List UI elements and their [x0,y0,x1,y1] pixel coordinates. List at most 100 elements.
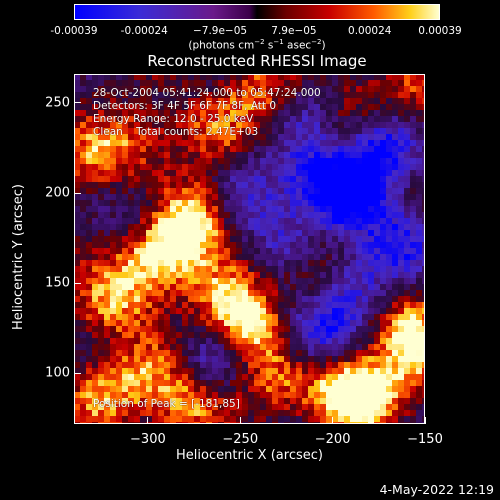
heatmap-cell [236,296,242,302]
heatmap-cell [368,152,374,158]
heatmap-cell [332,80,338,86]
heatmap-cell [152,404,158,410]
heatmap-cell [110,332,116,338]
heatmap-cell [410,134,416,140]
heatmap-cell [422,164,425,170]
heatmap-cell [74,170,80,176]
heatmap-cell [392,374,398,380]
heatmap-cell [332,386,338,392]
heatmap-cell [308,194,314,200]
heatmap-cell [200,104,206,110]
heatmap-cell [308,140,314,146]
heatmap-cell [188,158,194,164]
heatmap-cell [374,146,380,152]
heatmap-cell [392,356,398,362]
heatmap-cell [188,392,194,398]
heatmap-cell [170,374,176,380]
heatmap-cell [140,362,146,368]
heatmap-cell [416,242,422,248]
heatmap-cell [164,416,170,422]
heatmap-cell [164,350,170,356]
heatmap-cell [350,356,356,362]
heatmap-cell [152,344,158,350]
heatmap-cell [284,104,290,110]
heatmap-cell [392,254,398,260]
heatmap-cell [374,398,380,404]
heatmap-cell [344,260,350,266]
heatmap-cell [410,230,416,236]
heatmap-cell [254,122,260,128]
heatmap-cell [398,158,404,164]
heatmap-cell [92,272,98,278]
heatmap-cell [116,302,122,308]
heatmap-cell [128,386,134,392]
heatmap-cell [326,266,332,272]
heatmap-cell [344,326,350,332]
heatmap-cell [176,206,182,212]
heatmap-cell [404,230,410,236]
heatmap-cell [266,74,272,80]
heatmap-cell [272,356,278,362]
heatmap-cell [350,224,356,230]
heatmap-cell [368,254,374,260]
heatmap-cell [380,314,386,320]
annotation-detectors: Detectors: 3F 4F 5F 6F 7F 8F, Att 0 [93,100,277,112]
heatmap-cell [110,206,116,212]
heatmap-cell [242,290,248,296]
heatmap-cell [248,230,254,236]
heatmap-cell [272,212,278,218]
heatmap-cell [380,122,386,128]
heatmap-cell [122,398,128,404]
heatmap-cell [146,314,152,320]
heatmap-cell [212,212,218,218]
heatmap-cell [80,374,86,380]
heatmap-cell [296,242,302,248]
heatmap-cell [152,422,158,424]
heatmap-cell [230,104,236,110]
heatmap-cell [380,254,386,260]
heatmap-cell [398,308,404,314]
heatmap-cell [194,266,200,272]
heatmap-cell [80,212,86,218]
heatmap-cell [140,110,146,116]
heatmap-cell [374,116,380,122]
heatmap-cell [284,338,290,344]
heatmap-cell [134,146,140,152]
heatmap-cell [254,254,260,260]
heatmap-cell [140,164,146,170]
heatmap-cell [422,374,425,380]
heatmap-cell [368,176,374,182]
heatmap-cell [158,152,164,158]
heatmap-cell [380,290,386,296]
heatmap-cell [284,308,290,314]
heatmap-cell [302,272,308,278]
heatmap-cell [392,320,398,326]
heatmap-cell [158,350,164,356]
heatmap-cell [200,212,206,218]
heatmap-cell [194,146,200,152]
heatmap-cell [212,350,218,356]
heatmap-cell [158,200,164,206]
heatmap-cell [326,230,332,236]
heatmap-cell [344,164,350,170]
heatmap-cell [350,170,356,176]
heatmap-cell [164,290,170,296]
heatmap-cell [182,284,188,290]
heatmap-cell [296,344,302,350]
heatmap-cell [404,326,410,332]
heatmap-cell [410,98,416,104]
heatmap-cell [134,200,140,206]
heatmap-cell [422,290,425,296]
heatmap-cell [74,350,80,356]
heatmap-cell [242,206,248,212]
heatmap-cell [74,368,80,374]
heatmap-cell [158,290,164,296]
heatmap-cell [284,356,290,362]
heatmap-cell [92,266,98,272]
heatmap-cell [392,260,398,266]
heatmap-cell [320,212,326,218]
heatmap-cell [350,218,356,224]
heatmap-cell [302,308,308,314]
heatmap-cell [368,338,374,344]
heatmap-cell [80,176,86,182]
